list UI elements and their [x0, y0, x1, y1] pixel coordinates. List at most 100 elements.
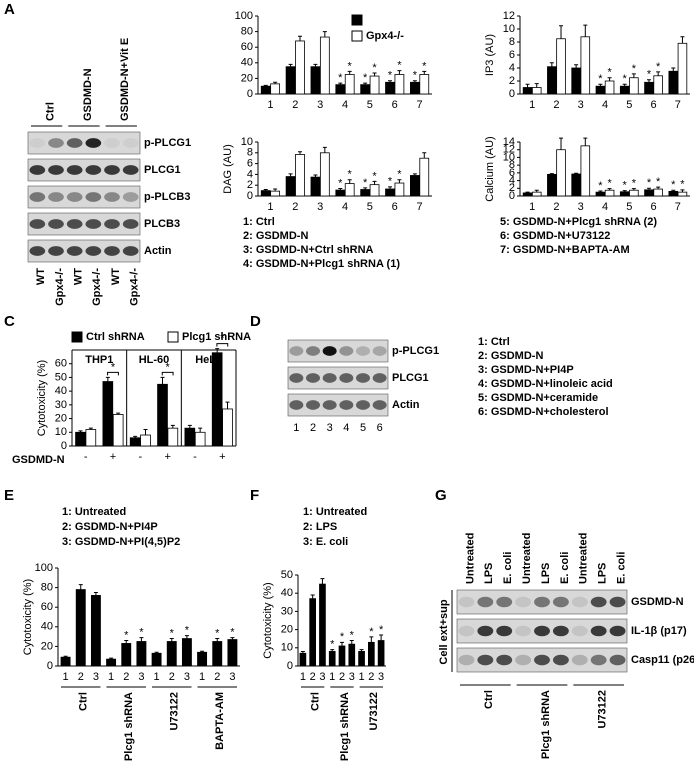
- error-bar: [671, 189, 676, 192]
- bar: [677, 191, 688, 197]
- error-bar: [607, 77, 612, 81]
- blot-row-label: PLCG1: [144, 164, 181, 176]
- error-bar: [263, 84, 268, 87]
- bar: [653, 188, 663, 197]
- significance-mark: *: [607, 67, 612, 79]
- x-tick-label: 3: [578, 201, 584, 213]
- x-tick-label: 1: [358, 671, 364, 683]
- group-label: BAPTA-AM: [214, 692, 226, 750]
- x-tick-label: 2: [78, 671, 84, 683]
- blot-band: [356, 400, 370, 410]
- y-tick-label: 40: [241, 57, 253, 69]
- significance-mark: *: [350, 629, 355, 641]
- y-tick-label: 60: [41, 601, 53, 613]
- blot-row-label: Casp11 (p26): [631, 654, 694, 666]
- blot-band: [289, 346, 304, 356]
- error-bar: [133, 435, 138, 438]
- bar: [75, 431, 86, 447]
- bar: [360, 84, 371, 95]
- y-tick-label: 12: [503, 144, 515, 156]
- bar: [222, 408, 233, 447]
- bar: [197, 651, 208, 667]
- significance-mark: *: [647, 177, 652, 189]
- significance-mark: *: [422, 60, 427, 72]
- error-bar: [534, 189, 539, 193]
- lane-label: Untreated: [578, 533, 590, 584]
- blot-strip: [27, 158, 141, 182]
- error-bar: [559, 25, 564, 39]
- error-bar: [322, 146, 327, 153]
- blot-band: [122, 246, 139, 256]
- bar: [295, 154, 305, 197]
- blot-band: [372, 400, 387, 410]
- bar: [595, 191, 606, 197]
- y-axis-label: Calcium (AU): [484, 136, 496, 201]
- bar: [299, 652, 307, 667]
- blot-band: [122, 219, 139, 229]
- x-tick-label: +: [110, 451, 116, 463]
- blot-row-label: PLCG1: [392, 372, 429, 384]
- blot-band: [496, 654, 513, 666]
- significance-mark: *: [397, 169, 402, 181]
- blot-band: [122, 192, 139, 202]
- blot-band: [571, 625, 588, 637]
- bar: [358, 651, 365, 667]
- y-tick-label: 2: [509, 182, 515, 194]
- lane-label: 3: [327, 422, 333, 434]
- panel-label: E: [4, 487, 14, 504]
- error-bar: [534, 83, 539, 88]
- error-bar: [412, 80, 417, 83]
- blot-band: [515, 654, 532, 666]
- blot-band: [306, 346, 320, 356]
- significance-mark: *: [363, 72, 368, 84]
- error-bar: [412, 173, 417, 176]
- significance-mark: *: [598, 180, 603, 192]
- blot-row-label: Actin: [144, 245, 172, 257]
- error-bar: [78, 584, 83, 590]
- bar: [140, 434, 151, 447]
- error-bar: [139, 637, 144, 642]
- x-tick-label: 7: [417, 99, 423, 111]
- error-bar: [369, 636, 374, 643]
- y-tick-label: 0: [47, 660, 53, 672]
- lane-label: 5: [360, 422, 366, 434]
- x-tick-label: 4: [602, 99, 608, 111]
- x-tick-label: 3: [229, 671, 235, 683]
- bar: [344, 183, 355, 197]
- y-tick-label: 10: [55, 426, 67, 438]
- bar: [270, 190, 281, 197]
- y-axis-label: Cytotoxicity (%): [36, 360, 48, 436]
- group-label: HL-60: [139, 354, 170, 366]
- error-bar: [230, 637, 235, 640]
- x-tick-label: 4: [602, 201, 608, 213]
- blot-band: [590, 654, 607, 666]
- significance-mark: *: [348, 169, 353, 181]
- blot-band: [29, 138, 46, 148]
- significance-mark: *: [623, 180, 628, 192]
- y-tick-label: 0: [61, 440, 67, 452]
- blot-strip: [287, 339, 389, 363]
- y-tick-label: 30: [281, 605, 293, 617]
- bar: [335, 189, 346, 197]
- x-tick-label: +: [164, 451, 170, 463]
- blot-band: [322, 373, 337, 383]
- x-tick-label: 2: [169, 671, 175, 683]
- error-bar: [184, 635, 189, 639]
- bar: [344, 74, 355, 95]
- blot-row-label: p-PLCG1: [144, 137, 191, 149]
- legend-swatch: [71, 331, 83, 343]
- bar: [319, 583, 326, 667]
- x-tick-label: 2: [339, 671, 345, 683]
- y-tick-label: 4: [509, 174, 515, 186]
- group-label: U73122: [368, 692, 380, 731]
- blot-band: [458, 596, 475, 608]
- significance-mark: *: [680, 179, 685, 191]
- blot-row-label: p-PLCB3: [144, 191, 190, 203]
- error-bar: [338, 187, 343, 191]
- bar: [151, 652, 162, 667]
- x-tick-label: 2: [368, 671, 374, 683]
- bar: [102, 381, 114, 447]
- error-bar: [372, 180, 377, 185]
- error-bar: [124, 640, 129, 644]
- y-tick-label: 50: [281, 569, 293, 581]
